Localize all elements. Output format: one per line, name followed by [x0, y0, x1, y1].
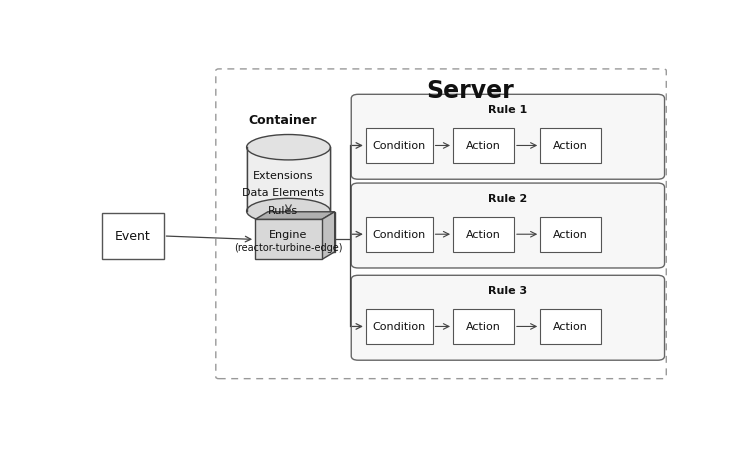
FancyBboxPatch shape: [351, 95, 664, 180]
Text: Extensions: Extensions: [253, 170, 313, 181]
Text: Event: Event: [115, 230, 151, 243]
Text: Action: Action: [554, 230, 588, 239]
FancyBboxPatch shape: [366, 309, 433, 344]
FancyBboxPatch shape: [366, 217, 433, 252]
Text: (reactor-turbine-edge): (reactor-turbine-edge): [234, 243, 343, 253]
Polygon shape: [268, 212, 334, 252]
Text: Action: Action: [554, 322, 588, 332]
Text: Action: Action: [554, 141, 588, 151]
FancyBboxPatch shape: [453, 129, 514, 164]
Text: Condition: Condition: [373, 141, 426, 151]
Text: Container: Container: [248, 114, 317, 127]
Polygon shape: [322, 212, 334, 260]
FancyBboxPatch shape: [103, 214, 164, 259]
Text: Action: Action: [466, 322, 501, 332]
Polygon shape: [255, 212, 334, 220]
Bar: [247, 148, 330, 212]
Ellipse shape: [247, 199, 330, 224]
Text: Condition: Condition: [373, 322, 426, 332]
FancyBboxPatch shape: [351, 184, 664, 268]
Bar: [247, 148, 330, 212]
FancyBboxPatch shape: [540, 309, 602, 344]
Ellipse shape: [247, 135, 330, 161]
Text: Action: Action: [466, 230, 501, 239]
Text: Rule 3: Rule 3: [488, 285, 527, 295]
FancyBboxPatch shape: [540, 217, 602, 252]
Text: Rules: Rules: [268, 205, 298, 216]
Text: Condition: Condition: [373, 230, 426, 239]
Text: Rule 1: Rule 1: [488, 105, 527, 115]
Text: Engine: Engine: [269, 230, 308, 239]
FancyBboxPatch shape: [351, 276, 664, 360]
Text: Rule 2: Rule 2: [488, 193, 527, 203]
FancyBboxPatch shape: [453, 309, 514, 344]
FancyBboxPatch shape: [216, 70, 666, 379]
Text: Data Elements: Data Elements: [242, 188, 324, 198]
Polygon shape: [255, 220, 322, 260]
Text: Server: Server: [426, 78, 514, 102]
FancyBboxPatch shape: [366, 129, 433, 164]
FancyBboxPatch shape: [453, 217, 514, 252]
Text: Action: Action: [466, 141, 501, 151]
FancyBboxPatch shape: [540, 129, 602, 164]
